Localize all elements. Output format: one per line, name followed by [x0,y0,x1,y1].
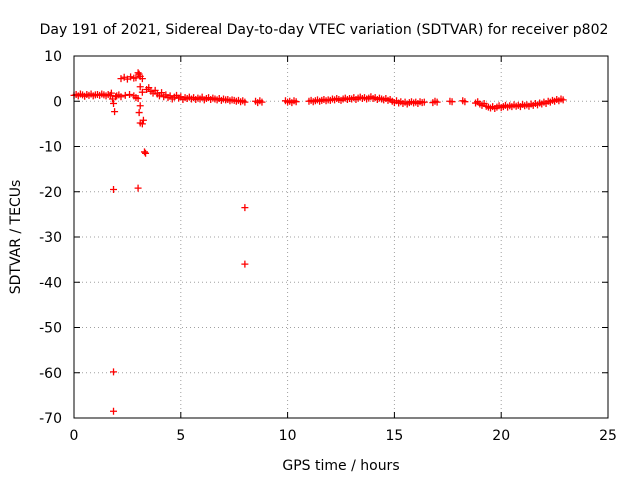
x-tick-label: 5 [176,428,185,444]
data-point [145,84,153,92]
data-point [117,75,125,83]
y-tick-label: 0 [53,94,62,110]
data-point [241,204,249,212]
data-point [461,98,469,106]
data-point [110,407,118,415]
data-point [134,69,142,77]
y-tick-label: -50 [39,321,62,337]
data-point [136,102,144,110]
data-point [158,89,166,97]
data-point [138,120,146,128]
y-axis-label: SDTVAR / TECUs [8,180,24,295]
data-point [139,116,147,124]
y-tick-label: 10 [44,49,62,65]
data-point [433,98,441,106]
data-point [135,109,143,117]
plot-frame [73,55,609,419]
data-point [107,89,115,97]
y-tick-label: -40 [39,275,62,291]
grid-lines [74,56,608,418]
x-tick-label: 25 [599,428,617,444]
data-point [111,108,119,116]
x-tick-label: 15 [385,428,403,444]
data-point [134,95,142,103]
data-point [292,98,300,106]
y-tick-label: -10 [39,140,62,156]
data-point [132,74,140,82]
data-point [142,149,150,157]
chart-title: Day 191 of 2021, Sidereal Day-to-day VTE… [40,22,609,38]
data-point [448,98,456,106]
data-point [241,98,249,106]
data-points [70,69,567,415]
data-point [117,93,125,101]
data-point [126,90,134,98]
data-point [127,73,135,81]
data-point [121,91,129,99]
data-point [258,98,266,106]
y-tick-label: -60 [39,366,62,382]
data-point [241,260,249,268]
data-point [138,88,146,96]
data-point [110,368,118,376]
y-tick-label: -30 [39,230,62,246]
data-point [134,184,142,192]
data-point [420,98,428,106]
data-point [110,185,118,193]
x-tick-label: 0 [70,428,79,444]
x-tick-label: 10 [279,428,297,444]
data-point [138,75,146,83]
data-point [140,148,148,156]
axis-ticks: 0 5 10 15 20 25 10 0 -10 -20 -30 -40 -50 -60 -70 [39,49,617,444]
x-tick-label: 20 [492,428,510,444]
data-point [110,100,118,108]
data-point [559,96,567,104]
x-axis-label: GPS time / hours [282,458,399,474]
y-tick-label: -70 [39,411,62,427]
data-point [136,83,144,91]
data-point [151,86,159,94]
y-tick-label: -20 [39,185,62,201]
